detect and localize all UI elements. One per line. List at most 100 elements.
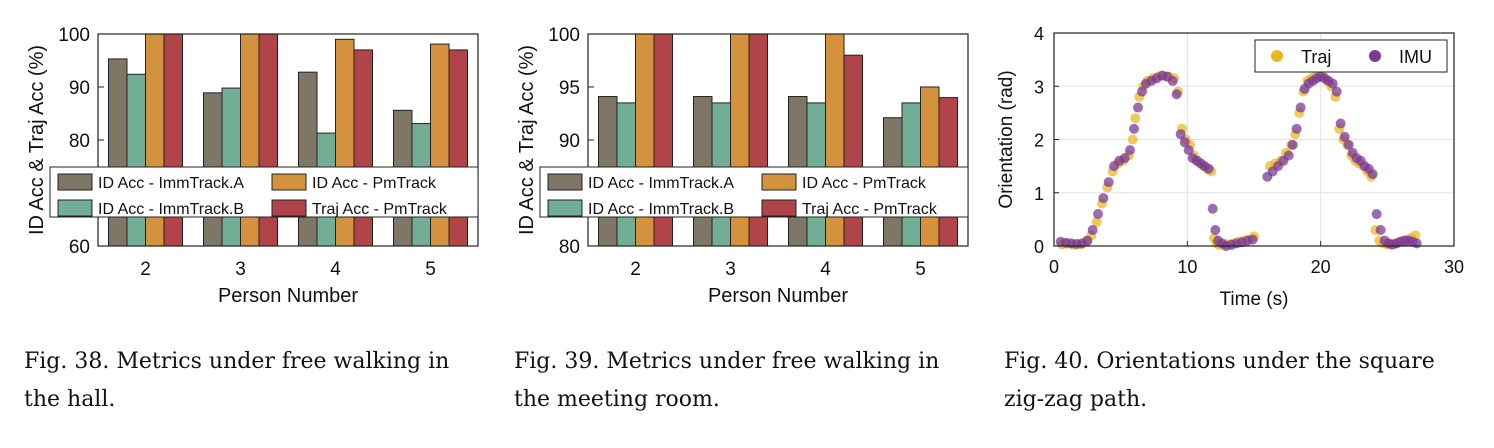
chart-40-point-imu bbox=[1207, 203, 1218, 214]
chart-40-point-imu bbox=[1129, 123, 1139, 134]
chart-40-point-imu bbox=[1137, 86, 1147, 97]
chart-38-legend-swatch-2 bbox=[57, 199, 93, 217]
chart-40-panel: 0 10 20 30 0 1 2 3 4 Time (s) Orientation (rad) Tra… bbox=[990, 0, 1494, 320]
chart-39-legend-label-2: ID Acc - ImmTrack.B bbox=[588, 201, 734, 218]
chart-39-legend-label-3: ID Acc - PmTrack bbox=[802, 175, 927, 192]
caption-fig-38-line2: the hall. bbox=[24, 387, 116, 412]
chart-40-point-imu bbox=[1171, 89, 1182, 100]
chart-38-x-tick-label: 5 bbox=[425, 259, 436, 280]
chart-40-y-tick-label: 0 bbox=[1034, 237, 1044, 257]
caption-fig-39-line2: the meeting room. bbox=[514, 387, 720, 412]
chart-40-x-tick-label: 20 bbox=[1311, 257, 1331, 277]
chart-38-legend-swatch-1 bbox=[57, 173, 93, 191]
caption-fig-39: Fig. 39. Metrics under free walking in t… bbox=[514, 343, 984, 419]
chart-39-x-tick-label: 4 bbox=[820, 259, 831, 280]
chart-38-x-axis-label: Person Number bbox=[218, 285, 358, 307]
chart-40-y-axis-label: Orientation (rad) bbox=[996, 70, 1017, 208]
chart-40-point-imu bbox=[1133, 102, 1143, 113]
chart-40-legend-label-traj: Traj bbox=[1301, 47, 1331, 67]
caption-fig-40-line2: zig-zag path. bbox=[1004, 387, 1148, 412]
chart-40-legend-label-imu: IMU bbox=[1399, 47, 1432, 67]
chart-40-x-tick-label: 10 bbox=[1177, 257, 1197, 277]
caption-fig-39-line1: Fig. 39. Metrics under free walking in bbox=[514, 349, 940, 374]
chart-40-point-imu bbox=[1375, 225, 1386, 236]
chart-40-legend-marker-imu bbox=[1369, 50, 1381, 62]
chart-38-legend-label-2: ID Acc - ImmTrack.B bbox=[98, 201, 244, 218]
chart-38-y-tick-label: 90 bbox=[69, 78, 90, 99]
chart-40-point-imu bbox=[1331, 86, 1342, 97]
chart-40-point-imu bbox=[1175, 129, 1186, 140]
chart-39-legend-swatch-1 bbox=[547, 173, 583, 191]
chart-40-point-imu bbox=[1295, 102, 1306, 113]
chart-38-legend-label-4: Traj Acc - PmTrack bbox=[312, 201, 448, 218]
chart-40-x-tick-label: 0 bbox=[1049, 257, 1059, 277]
chart-40-point-imu bbox=[1125, 145, 1135, 156]
chart-38-legend-box bbox=[49, 166, 479, 218]
chart-39-legend-box bbox=[539, 166, 969, 218]
chart-38-y-tick-label: 100 bbox=[58, 25, 90, 46]
chart-38-y-tick-label: 60 bbox=[69, 237, 90, 258]
chart-40-point-traj bbox=[1130, 113, 1141, 124]
chart-40-point-imu bbox=[1210, 225, 1221, 236]
chart-40-point-imu bbox=[1371, 209, 1382, 220]
caption-fig-38: Fig. 38. Metrics under free walking in t… bbox=[24, 343, 494, 419]
chart-40-y-tick-label: 3 bbox=[1034, 77, 1044, 97]
chart-40-point-imu bbox=[1167, 75, 1178, 86]
chart-39-y-tick-label: 90 bbox=[559, 131, 580, 152]
chart-40-point-imu bbox=[1247, 234, 1258, 245]
chart-39-y-tick-label: 95 bbox=[559, 78, 580, 99]
chart-39-y-axis-label: ID Acc & Traj Acc (%) bbox=[516, 45, 538, 235]
chart-40-y-tick-label: 4 bbox=[1034, 24, 1044, 44]
chart-39-legend-label-4: Traj Acc - PmTrack bbox=[802, 201, 938, 218]
caption-fig-38-line1: Fig. 38. Metrics under free walking in bbox=[24, 349, 450, 374]
chart-40-point-traj bbox=[1127, 134, 1138, 145]
chart-40-point-imu bbox=[1183, 145, 1194, 156]
chart-40-point-imu bbox=[1411, 238, 1422, 249]
chart-39-x-tick-label: 3 bbox=[725, 259, 736, 280]
chart-40-point-imu bbox=[1291, 123, 1302, 134]
chart-39-legend-swatch-2 bbox=[547, 199, 583, 217]
chart-39-legend-swatch-3 bbox=[761, 173, 797, 191]
chart-40-point-imu bbox=[1343, 139, 1354, 150]
chart-40-point-imu bbox=[1335, 118, 1346, 129]
chart-40: 0 10 20 30 0 1 2 3 4 Time (s) Orientation (rad) Tra… bbox=[996, 24, 1464, 310]
chart-38-y-axis-label: ID Acc & Traj Acc (%) bbox=[26, 45, 48, 235]
chart-40-point-imu bbox=[1093, 209, 1103, 220]
chart-39-x-tick-label: 2 bbox=[630, 259, 641, 280]
chart-38-legend-swatch-3 bbox=[271, 173, 307, 191]
chart-38-y-tick-label: 80 bbox=[69, 131, 90, 152]
chart-40-point-imu bbox=[1179, 137, 1190, 148]
chart-40-y-tick-label: 2 bbox=[1034, 131, 1044, 151]
chart-38-bar-2-cat-2 bbox=[126, 73, 146, 247]
chart-40-point-imu bbox=[1203, 163, 1214, 174]
chart-38-x-tick-label: 3 bbox=[235, 259, 246, 280]
chart-40-point-traj bbox=[1091, 217, 1102, 228]
chart-40-point-imu bbox=[1082, 235, 1093, 246]
chart-38-legend-label-1: ID Acc - ImmTrack.A bbox=[98, 175, 244, 192]
chart-40-point-imu bbox=[1087, 225, 1098, 236]
chart-38-legend-swatch-4 bbox=[271, 199, 307, 217]
chart-40-point-imu bbox=[1103, 177, 1114, 188]
chart-40-point-imu bbox=[1367, 169, 1378, 180]
chart-40-legend-marker-traj bbox=[1271, 50, 1283, 62]
chart-40-x-axis-label: Time (s) bbox=[1220, 289, 1289, 310]
chart-38-legend-label-3: ID Acc - PmTrack bbox=[312, 175, 437, 192]
chart-40-point-imu bbox=[1119, 153, 1130, 164]
chart-40-point-imu bbox=[1098, 193, 1109, 204]
chart-40-point-imu bbox=[1339, 131, 1350, 142]
chart-39-y-tick-label: 100 bbox=[548, 25, 580, 46]
chart-40-x-tick-label: 30 bbox=[1444, 257, 1464, 277]
caption-fig-40: Fig. 40. Orientations under the square z… bbox=[1004, 343, 1474, 419]
chart-39-x-axis-label: Person Number bbox=[708, 285, 848, 307]
chart-40-point-imu bbox=[1283, 150, 1294, 161]
chart-40-point-imu bbox=[1327, 78, 1338, 89]
chart-40-point-imu bbox=[1287, 139, 1298, 150]
chart-39-legend-label-1: ID Acc - ImmTrack.A bbox=[588, 175, 734, 192]
chart-40-legend-box bbox=[1254, 39, 1448, 73]
caption-fig-40-line1: Fig. 40. Orientations under the square bbox=[1004, 349, 1435, 374]
chart-40-y-tick-label: 1 bbox=[1034, 184, 1044, 204]
